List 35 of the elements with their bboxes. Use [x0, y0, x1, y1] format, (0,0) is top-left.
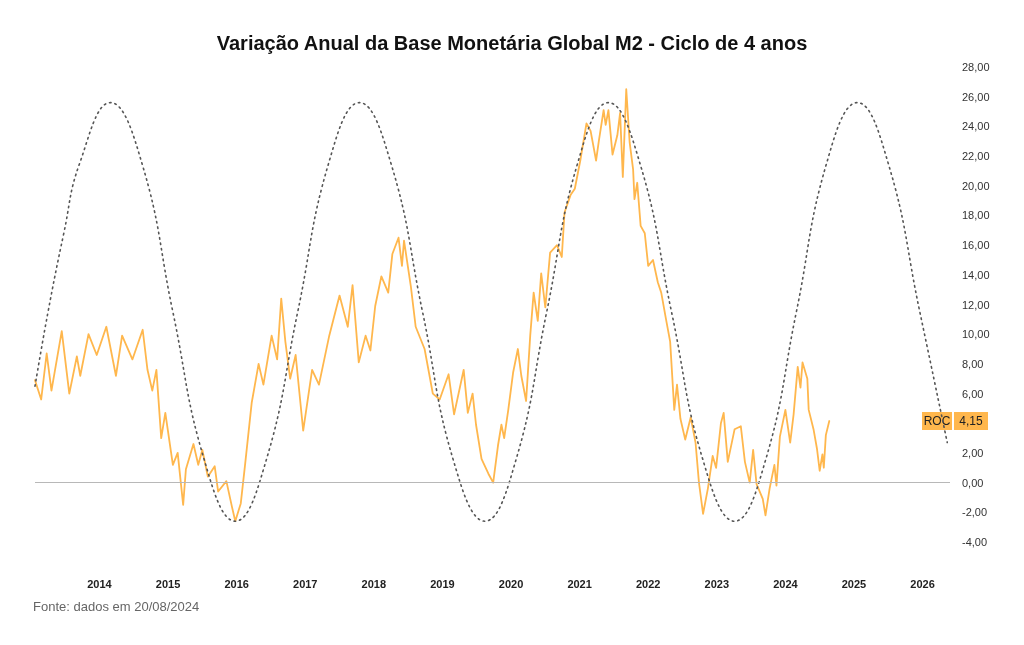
x-tick-label: 2015 [155, 577, 181, 590]
x-tick-label: 2024 [773, 577, 799, 590]
x-tick-label: 2017 [293, 577, 318, 590]
x-tick-label: 2014 [87, 577, 113, 590]
x-tick-label: 2022 [635, 577, 661, 590]
y-tick-label: 18,00 [962, 209, 990, 222]
chart-title: Variação Anual da Base Monetária Global M2 - Ciclo de 4 anos [216, 32, 808, 54]
y-tick-label: -2,00 [962, 506, 988, 519]
y-tick-label: 26,00 [962, 90, 990, 103]
x-tick-label: 2021 [567, 577, 592, 590]
x-tick-label: 2019 [430, 577, 455, 590]
y-tick-label: 28,00 [962, 61, 990, 73]
y-tick-label: 20,00 [962, 179, 990, 192]
x-tick-label: 2016 [224, 577, 249, 590]
source-note: Fonte: dados em 20/08/2024 [33, 599, 200, 614]
line-series [34, 101, 949, 523]
x-tick-label: 2025 [841, 577, 867, 590]
y-tick-label: 8,00 [962, 357, 984, 370]
y-tick-label: 12,00 [962, 298, 990, 311]
y-tick-label: 0,00 [962, 476, 984, 489]
x-tick-label: 2018 [361, 577, 387, 590]
y-tick-label: 22,00 [962, 150, 990, 163]
y-tick-label: 24,00 [962, 120, 990, 133]
y-tick-label: 16,00 [962, 239, 990, 252]
annotation: ROC [923, 414, 951, 429]
y-tick-label: 6,00 [962, 387, 984, 400]
x-tick-label: 2026 [910, 577, 935, 590]
x-tick-label: 2020 [498, 577, 524, 590]
y-tick-label: -4,00 [962, 536, 988, 548]
y-tick-label: 14,00 [962, 268, 990, 281]
line-series [34, 88, 831, 523]
text: 4,15 [959, 414, 983, 429]
y-tick-label: 2,00 [962, 446, 984, 459]
x-tick-label: 2023 [704, 577, 730, 590]
y-tick-label: 10,00 [962, 328, 990, 341]
